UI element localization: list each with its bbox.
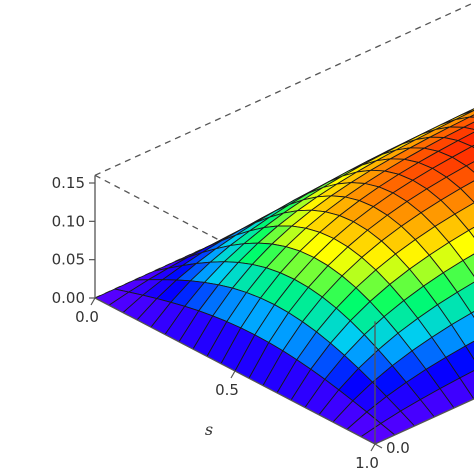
s-tick-mark (230, 370, 236, 379)
s-tick-label: 0.0 (75, 308, 99, 326)
z-tick-label: 0.10 (52, 212, 85, 230)
s-axis-label: s (205, 420, 213, 439)
s-tick-label: 1.0 (355, 454, 379, 472)
z-tick-label: 0.15 (52, 174, 85, 192)
s-tick-label: 0.5 (215, 381, 239, 399)
surface-patch (465, 340, 474, 361)
box-edge-front (374, 398, 474, 445)
z-tick-label: 0.05 (52, 251, 85, 269)
t-tick-mark (374, 443, 383, 449)
s-tick-mark (370, 443, 376, 452)
surface-patch (469, 114, 474, 118)
surface-mesh (94, 108, 474, 445)
s-tick-mark (90, 297, 96, 306)
t-tick-label: 0.0 (386, 439, 410, 457)
surface-patch (465, 161, 474, 173)
axes: 0.00 0.05 0.10 0.15 0.0 0.5 1.0 0.0 s (52, 174, 410, 472)
z-tick-label: 0.00 (52, 289, 85, 307)
